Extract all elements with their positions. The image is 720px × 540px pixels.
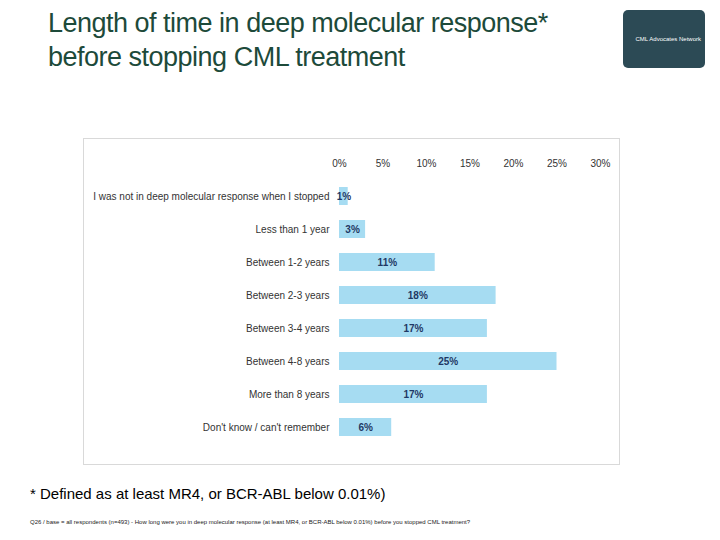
svg-text:Between 4-8 years: Between 4-8 years bbox=[246, 356, 329, 367]
svg-text:Between 3-4 years: Between 3-4 years bbox=[246, 323, 329, 334]
svg-text:30%: 30% bbox=[590, 158, 610, 169]
svg-text:17%: 17% bbox=[403, 323, 423, 334]
svg-text:1%: 1% bbox=[337, 191, 352, 202]
svg-text:5%: 5% bbox=[376, 158, 391, 169]
html-text:Q26 / base = all respondents (: Q26 / base = all respondents (n=493) - H… bbox=[30, 519, 471, 525]
svg-text:I was not in deep molecular re: I was not in deep molecular response whe… bbox=[93, 191, 329, 202]
svg-text:0%: 0% bbox=[332, 158, 347, 169]
svg-text:25%: 25% bbox=[438, 356, 458, 367]
html-text:Length of time in deep molecul: Length of time in deep molecular respons… bbox=[48, 8, 548, 72]
svg-text:Don't know / can't remember: Don't know / can't remember bbox=[203, 422, 330, 433]
svg-text:18%: 18% bbox=[408, 290, 428, 301]
svg-text:Between 1-2 years: Between 1-2 years bbox=[246, 257, 329, 268]
svg-text:25%: 25% bbox=[547, 158, 567, 169]
svg-text:15%: 15% bbox=[460, 158, 480, 169]
svg-text:Between 2-3 years: Between 2-3 years bbox=[246, 290, 329, 301]
svg-text:3%: 3% bbox=[345, 224, 360, 235]
svg-text:20%: 20% bbox=[503, 158, 523, 169]
html-text:CML Advocates Network: CML Advocates Network bbox=[635, 36, 701, 42]
svg-text:11%: 11% bbox=[378, 257, 398, 268]
svg-text:More than 8 years: More than 8 years bbox=[249, 389, 330, 400]
svg-text:Less than 1 year: Less than 1 year bbox=[256, 224, 331, 235]
svg-text:6%: 6% bbox=[358, 422, 373, 433]
svg-text:17%: 17% bbox=[403, 389, 423, 400]
svg-text:10%: 10% bbox=[416, 158, 436, 169]
html-text:* Defined as at least MR4, or: * Defined as at least MR4, or BCR-ABL be… bbox=[30, 485, 386, 502]
